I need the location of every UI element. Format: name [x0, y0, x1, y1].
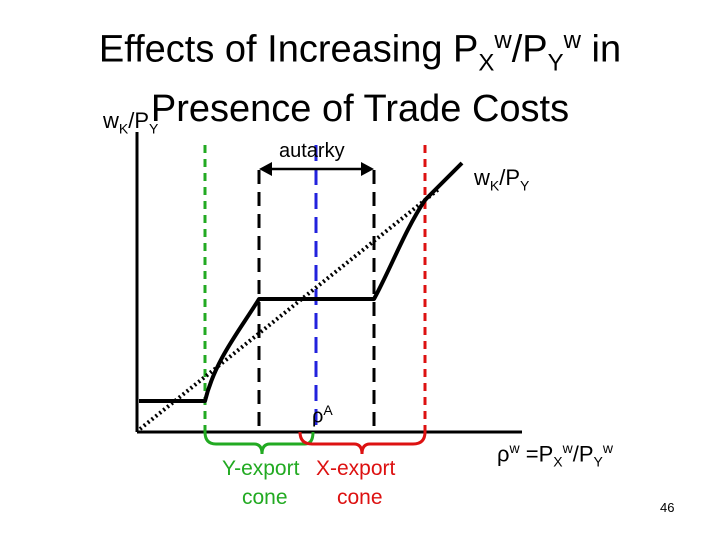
- x-export-cone-brace: [298, 431, 427, 455]
- wage-rental-curve: [139, 161, 464, 403]
- x-export-label: X-export: [316, 457, 396, 480]
- y-cone-label: cone: [242, 486, 288, 509]
- x-axis-label: ρw =PXw/PYw: [497, 440, 614, 470]
- slide-title: Effects of Increasing PXw/PYw in Presenc…: [0, 18, 720, 132]
- title-line-1: Effects of Increasing PXw/PYw in: [98, 27, 622, 77]
- x-cone-label: cone: [337, 486, 383, 509]
- y-axis-label: wK/PY: [103, 108, 159, 137]
- y-export-label: Y-export: [222, 457, 300, 480]
- autarky-label: autarky: [279, 140, 345, 162]
- autarky-arrow-left-head: [259, 162, 272, 176]
- dotted-diagonal-line: [138, 186, 442, 431]
- title-line-2: Presence of Trade Costs: [150, 88, 570, 131]
- y-export-cone-brace: [203, 431, 315, 455]
- page-number: 46: [660, 500, 675, 515]
- curve-label: wK/PY: [474, 165, 530, 194]
- autarky-arrow-right-head: [361, 162, 374, 176]
- rho-autarky-label: ρA: [312, 402, 333, 428]
